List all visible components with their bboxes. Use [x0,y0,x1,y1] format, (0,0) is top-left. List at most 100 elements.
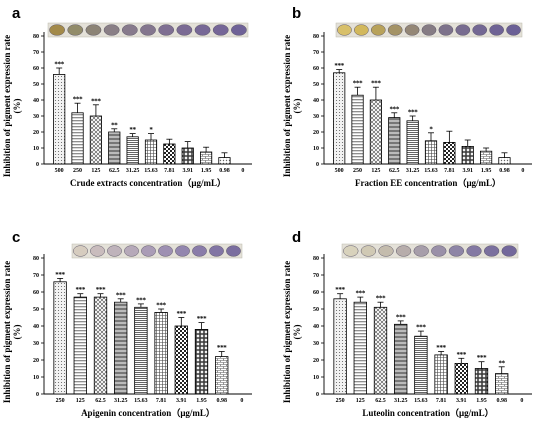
y-tick-label: 0 [316,162,319,168]
significance-mark: *** [75,286,85,294]
x-tick-label: 0.98 [499,168,510,174]
chart-panel-a: a Inhibition of pigment expression rate (%… [2,5,252,188]
x-tick-label: 1.95 [201,168,212,174]
significance-mark: *** [436,344,446,352]
y-axis-title: Inhibition of pigment expression rate [282,35,292,177]
plate-well [103,24,120,36]
significance-mark: *** [176,310,186,318]
significance-mark: *** [396,313,406,321]
x-tick-label: 15.63 [144,168,158,174]
bar-250 [351,94,364,165]
bar-1.95 [199,151,213,165]
y-tick-label: 60 [33,66,39,72]
x-tick-label: 62.5 [95,398,106,404]
plate-well [192,245,207,257]
plate-well [506,24,521,36]
y-tick-label: 40 [33,324,39,330]
plate-well [67,24,84,36]
bar-0.98 [215,356,229,395]
plate-well [141,245,156,257]
y-tick-label: 70 [313,50,319,56]
y-axis-unit: (%) [292,325,302,340]
y-tick-label: 40 [33,98,39,104]
panel-letter: d [292,229,301,246]
x-tick-label: 7.81 [444,168,455,174]
bar-125 [353,301,367,395]
plate-well [483,245,500,257]
x-tick-label: 1.95 [481,168,492,174]
significance-mark: *** [334,62,344,70]
y-tick-label: 10 [313,375,319,381]
x-tick-label: 250 [73,168,82,174]
plate-well [73,245,88,257]
x-tick-label: 500 [335,168,344,174]
plate-well [121,24,138,36]
plate-well [337,24,352,36]
bar-0.98 [218,157,231,165]
bar-3.91 [181,147,194,165]
significance-mark: ** [498,359,505,367]
significance-mark: *** [197,315,207,323]
significance-mark: *** [116,291,126,299]
x-tick-label: 3.91 [456,398,467,404]
plate-well [466,245,482,257]
y-axis-unit: (%) [292,99,302,114]
plate-well [370,24,386,36]
x-tick-label: 1.95 [196,398,207,404]
y-tick-label: 80 [313,34,319,40]
plate-image [47,22,249,38]
x-tick-label: 125 [76,398,85,404]
x-tick-label: 0 [241,168,244,174]
plate-well [90,245,105,257]
bar-250 [333,298,347,395]
bar-15.63 [424,140,438,165]
y-tick-label: 30 [313,114,319,120]
significance-mark: ** [111,121,118,129]
y-tick-label: 60 [313,290,319,296]
y-tick-label: 60 [33,290,39,296]
bar-15.63 [144,139,158,165]
bar-62.5 [373,306,388,395]
significance-mark: *** [355,290,365,298]
y-tick-label: 70 [313,273,319,279]
x-tick-label: 3.91 [182,168,193,174]
x-tick-label: 0 [521,168,524,174]
plate-well [124,245,139,257]
plate-well [455,24,471,36]
y-tick-label: 80 [33,34,39,40]
y-tick-label: 30 [33,114,39,120]
significance-mark: *** [55,271,65,279]
plate-well [140,24,156,36]
y-tick-label: 0 [36,392,39,398]
plate-well [387,24,403,36]
bar-125 [89,115,103,165]
x-tick-label: 15.63 [424,168,438,174]
x-tick-label: 15.63 [414,398,428,404]
significance-mark: * [149,126,153,134]
y-tick-label: 70 [33,50,39,56]
x-tick-label: 31.25 [406,168,420,174]
plate-image [335,22,523,38]
x-axis-title: Apigenin concentration（μg/mL） [81,408,215,418]
x-tick-label: 15.63 [134,398,148,404]
y-tick-label: 20 [33,358,39,364]
y-axis-title: Inhibition of pigment expression rate [2,261,12,403]
bar-15.63 [134,306,148,395]
significance-mark: *** [408,109,418,117]
bar-3.91 [461,145,474,165]
significance-mark: *** [416,324,426,332]
bar-500 [333,72,346,165]
y-axis-title: Inhibition of pigment expression rate [282,261,292,403]
bar-7.81 [163,143,176,165]
y-tick-label: 10 [33,146,39,152]
x-tick-label: 125 [356,398,365,404]
bar-62.5 [388,117,401,165]
x-tick-label: 250 [353,168,362,174]
x-tick-label: 62.5 [389,168,400,174]
y-axis-unit: (%) [12,99,22,114]
plate-image [71,243,243,259]
chart-panel-b: b Inhibition of pigment expression rate (%… [282,5,532,188]
plate-well [395,245,412,257]
x-axis-title: Luteolin concentration（μg/mL） [362,408,493,418]
